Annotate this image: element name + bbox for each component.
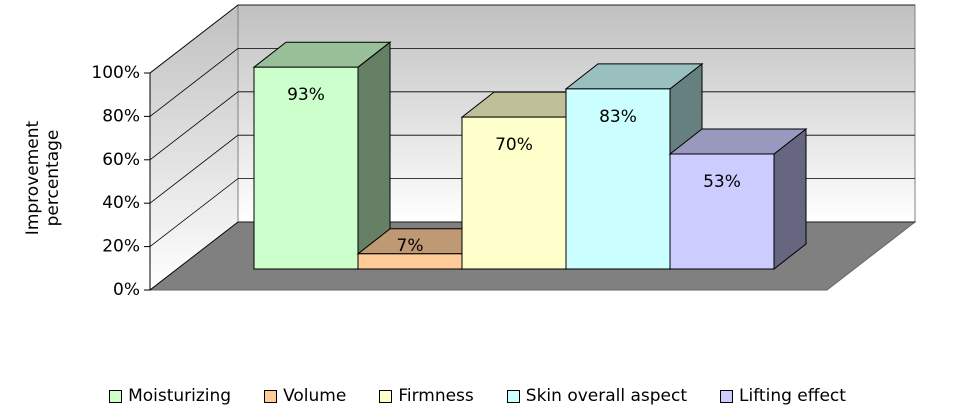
legend-item: Lifting effect — [720, 386, 846, 406]
legend-label: Moisturizing — [128, 386, 232, 406]
y-tick-label: 20% — [102, 237, 140, 257]
legend-item: Firmness — [379, 386, 474, 406]
legend-swatch — [720, 389, 734, 403]
bar — [253, 66, 359, 270]
legend: Moisturizing Volume Firmness Skin overall a… — [0, 386, 955, 406]
legend-swatch — [109, 389, 123, 403]
value-label: 7% — [397, 236, 424, 256]
y-tick-label: 60% — [102, 150, 140, 170]
value-label: 53% — [703, 172, 741, 192]
y-tick-label: 0% — [113, 280, 140, 300]
bar — [461, 116, 567, 270]
legend-swatch — [379, 389, 393, 403]
bar — [669, 153, 775, 270]
legend-swatch — [506, 389, 520, 403]
value-label: 83% — [599, 107, 637, 127]
bar — [565, 88, 671, 270]
legend-item: Moisturizing — [109, 386, 231, 406]
legend-label: Lifting effect — [739, 386, 846, 406]
y-tick-label: 40% — [102, 193, 140, 213]
legend-swatch — [264, 389, 278, 403]
legend-label: Firmness — [398, 386, 474, 406]
legend-item: Skin overall aspect — [506, 386, 688, 406]
value-label: 70% — [495, 135, 533, 155]
grid-line — [149, 48, 915, 117]
legend-item: Volume — [264, 386, 346, 406]
legend-label: Skin overall aspect — [525, 386, 688, 406]
grid-line — [149, 4, 915, 74]
y-axis-label: Improvement percentage — [23, 120, 63, 236]
value-label: 93% — [287, 85, 325, 105]
legend-label: Volume — [283, 386, 347, 406]
y-tick-label: 100% — [91, 63, 140, 83]
y-tick-label: 80% — [102, 106, 140, 126]
bar — [357, 253, 463, 270]
